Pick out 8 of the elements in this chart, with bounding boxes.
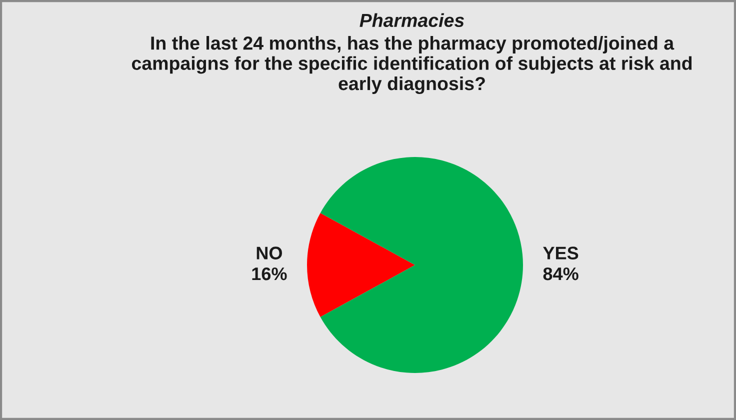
data-label: 84% <box>543 267 578 280</box>
slice-label: YES <box>543 246 578 260</box>
chart-subtitle: In the last 24 months, has the pharmacy promoted/joined a campaigns for the specific identification of subjects at risk and early diagnosis? <box>132 36 692 94</box>
chart-title: Pharmacies <box>360 13 464 28</box>
pie-slice <box>320 157 523 373</box>
pie-slice <box>307 212 415 318</box>
data-label: 16% <box>252 267 287 280</box>
slice-label: NO <box>256 246 282 260</box>
